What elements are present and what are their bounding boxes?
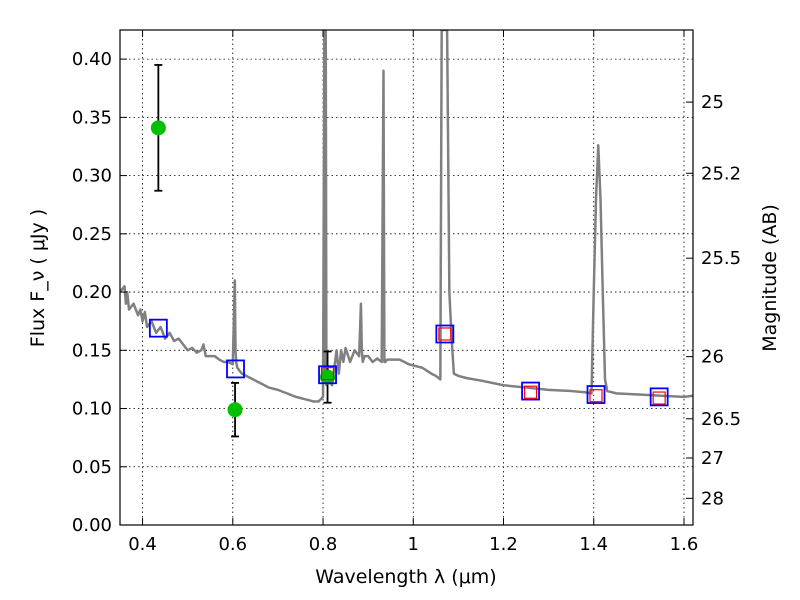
y2-tick-label: 26 bbox=[701, 347, 724, 368]
x-tick-label: 1.4 bbox=[579, 534, 608, 555]
y-tick-label: 0.25 bbox=[72, 224, 112, 245]
observed-point bbox=[150, 120, 166, 136]
x-tick-label: 1 bbox=[408, 534, 419, 555]
x-tick-label: 0.8 bbox=[309, 534, 338, 555]
y-tick-label: 0.15 bbox=[72, 340, 112, 361]
observed-point bbox=[227, 402, 243, 418]
y-tick-label: 0.00 bbox=[72, 515, 112, 536]
blue-square-marker bbox=[435, 324, 455, 344]
y2-tick-label: 25.2 bbox=[701, 163, 741, 184]
y2-tick-label: 26.5 bbox=[701, 409, 741, 430]
y2-tick-label: 28 bbox=[701, 488, 724, 509]
blue-square-marker bbox=[521, 381, 540, 401]
x-tick-label: 1.6 bbox=[670, 534, 699, 555]
y-tick-label: 0.35 bbox=[72, 107, 112, 128]
plot-area bbox=[120, 30, 693, 438]
y-tick-label: 0.10 bbox=[72, 399, 112, 420]
x-axis-title: Wavelength λ (μm) bbox=[315, 566, 496, 588]
red-square-marker bbox=[589, 389, 603, 403]
y-tick-label: 0.30 bbox=[72, 166, 112, 187]
axis-ticks: 0.4 0.6 0.8 1 1.2 1.4 1.6 0.00 0.05 0.10 0.15 0.20 0… bbox=[72, 30, 741, 555]
blue-square-marker bbox=[226, 359, 245, 379]
x-tick-label: 0.4 bbox=[128, 534, 157, 555]
blue-square-marker bbox=[649, 387, 669, 407]
red-square-marker bbox=[523, 385, 538, 399]
x-tick-label: 1.2 bbox=[489, 534, 518, 555]
y-tick-label: 0.05 bbox=[72, 457, 112, 478]
blue-square-marker bbox=[148, 318, 168, 338]
observed-point bbox=[320, 369, 336, 385]
y2-tick-label: 25 bbox=[701, 92, 724, 113]
y-tick-label: 0.40 bbox=[72, 49, 112, 70]
red-square-marker bbox=[652, 391, 666, 405]
y2-tick-label: 27 bbox=[701, 448, 724, 469]
x-tick-label: 0.6 bbox=[218, 534, 247, 555]
blue-square-marker bbox=[586, 385, 606, 404]
y-tick-label: 0.20 bbox=[72, 282, 112, 303]
blue-square-marker bbox=[318, 365, 337, 385]
red-square-marker bbox=[438, 327, 452, 341]
y2-tick-label: 25.5 bbox=[701, 248, 741, 269]
red-square-marker bbox=[320, 366, 335, 381]
model-spectrum-line bbox=[120, 30, 693, 403]
axes-frame bbox=[119, 29, 694, 526]
y2-axis-title: Magnitude (AB) bbox=[759, 204, 781, 352]
y-axis-title: Flux F_ν ( μJy ) bbox=[27, 209, 49, 347]
